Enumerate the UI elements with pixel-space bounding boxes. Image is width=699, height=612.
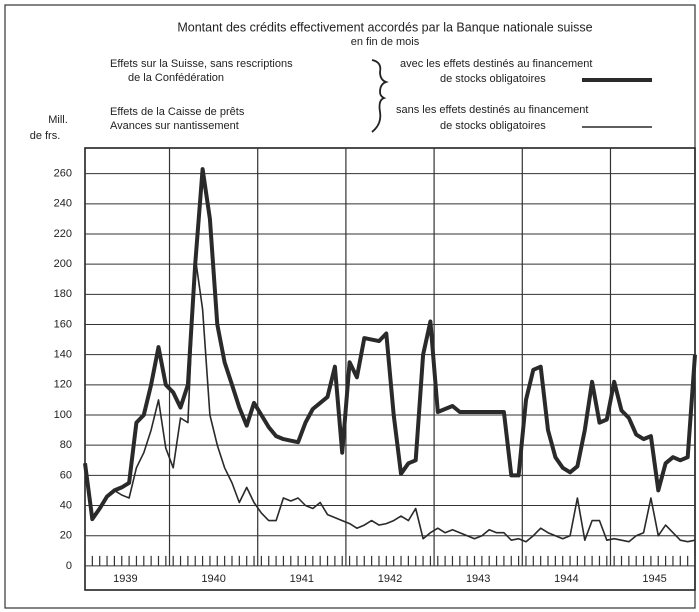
y-axis-label: Mill.	[48, 114, 68, 126]
legend-text: de stocks obligatoires	[440, 73, 546, 85]
y-tick-label: 100	[54, 409, 72, 421]
outer-frame	[4, 4, 696, 609]
y-tick-label: 180	[54, 288, 72, 300]
y-tick-label: 260	[54, 168, 72, 180]
x-tick-label: 1941	[290, 573, 314, 585]
x-tick-label: 1940	[201, 573, 225, 585]
x-tick-label: 1944	[554, 573, 578, 585]
x-tick-label: 1942	[378, 573, 402, 585]
y-tick-label: 60	[60, 469, 72, 481]
y-tick-label: 200	[54, 258, 72, 270]
legend-text: de stocks obligatoires	[440, 120, 546, 132]
x-tick-label: 1939	[113, 573, 137, 585]
legend-brace	[371, 59, 389, 133]
y-tick-label: 20	[60, 530, 72, 542]
chart-title: Montant des crédits effectivement accord…	[177, 20, 592, 34]
x-tick-label: 1943	[466, 573, 490, 585]
legend-text: Effets de la Caisse de prêts	[110, 106, 245, 118]
y-tick-label: 0	[66, 560, 72, 572]
y-tick-label: 240	[54, 198, 72, 210]
y-tick-label: 160	[54, 318, 72, 330]
y-tick-label: 220	[54, 228, 72, 240]
legend-text: Avances sur nantissement	[110, 120, 239, 132]
chart-subtitle: en fin de mois	[351, 36, 420, 48]
legend-text: avec les effets destinés au financement	[400, 58, 592, 70]
y-tick-label: 120	[54, 379, 72, 391]
y-tick-label: 140	[54, 349, 72, 361]
x-tick-label: 1945	[642, 573, 666, 585]
y-axis-label: de frs.	[30, 130, 61, 142]
y-tick-label: 40	[60, 499, 72, 511]
legend-text: de la Confédération	[128, 72, 224, 84]
y-tick-label: 80	[60, 439, 72, 451]
data-line	[84, 255, 696, 543]
legend-text: sans les effets destinés au financement	[396, 104, 588, 116]
data-line	[83, 167, 697, 522]
legend-text: Effets sur la Suisse, sans rescriptions	[110, 58, 293, 70]
